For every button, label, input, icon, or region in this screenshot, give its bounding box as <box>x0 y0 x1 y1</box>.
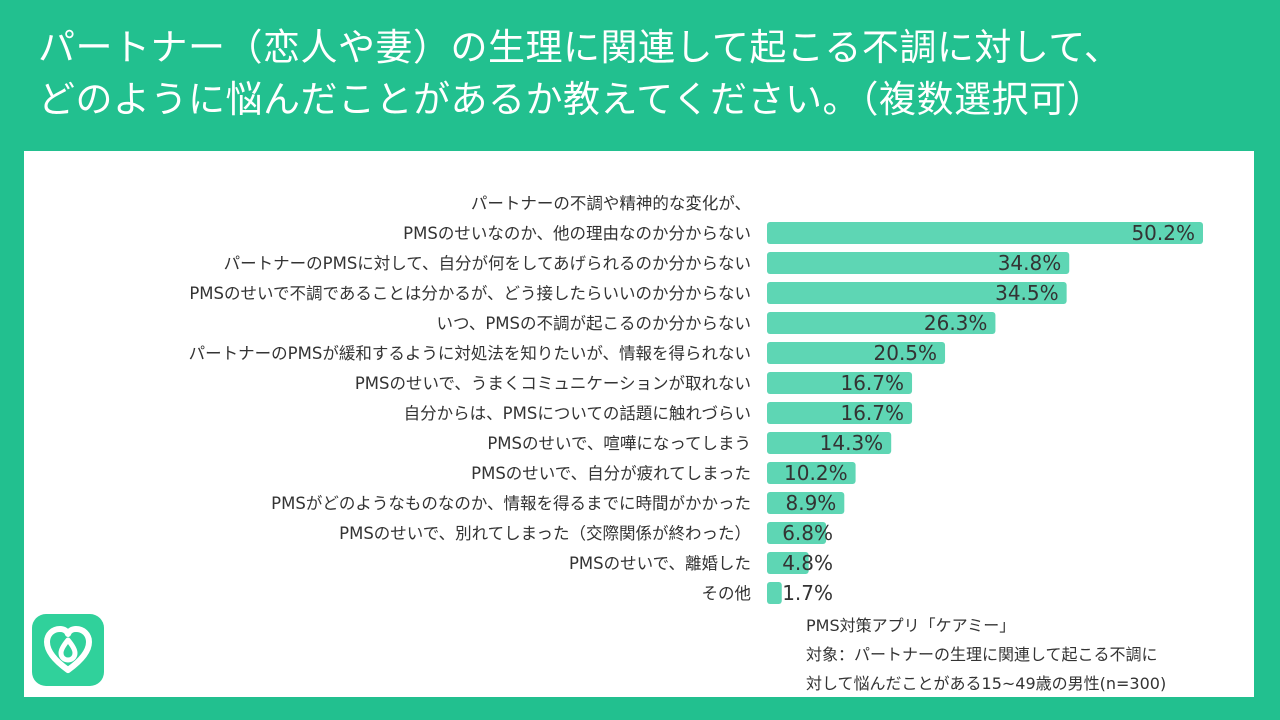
source-note: PMS対策アプリ「ケアミー」 <box>806 616 1016 635</box>
value-label-2: 34.5% <box>995 281 1059 305</box>
bar-2 <box>767 282 1067 304</box>
value-label-4: 20.5% <box>874 341 938 365</box>
value-label-8: 10.2% <box>784 461 848 485</box>
target-note-line-2: 対して悩んだことがある15~49歳の男性(n=300) <box>806 674 1167 693</box>
bar-1 <box>767 252 1070 274</box>
bar-5 <box>767 372 913 394</box>
value-label-5: 16.7% <box>840 371 904 395</box>
category-label-12-0: その他 <box>702 584 752 603</box>
category-label-9-0: PMSがどのようなものなのか、情報を得るまでに時間がかかった <box>271 494 751 513</box>
value-label-7: 14.3% <box>820 431 884 455</box>
category-label-1-0: パートナーのPMSに対して、自分が何をしてあげられるのか分からない <box>224 254 751 273</box>
category-label-2-0: PMSのせいで不調であることは分かるが、どう接したらいいのか分からない <box>189 284 751 303</box>
value-label-3: 26.3% <box>924 311 988 335</box>
target-note-line-1: 対象：パートナーの生理に関連して起こる不調に <box>806 645 1158 664</box>
value-label-0: 50.2% <box>1131 221 1195 245</box>
value-label-6: 16.7% <box>840 401 904 425</box>
category-label-0-0: パートナーの不調や精神的な変化が、 <box>471 194 751 213</box>
chart-card: 50.2% パートナーの不調や精神的な変化が、 PMSのせいなのか、他の理由なのか分… <box>24 151 1254 697</box>
category-label-8-0: PMSのせいで、自分が疲れてしまった <box>471 464 751 483</box>
category-label-3-0: いつ、PMSの不調が起こるのか分からない <box>437 314 752 333</box>
bar-4 <box>767 342 946 364</box>
category-label-10-0: PMSのせいで、別れてしまった（交際関係が終わった） <box>339 524 751 543</box>
value-label-12: 1.7% <box>782 581 833 605</box>
bar-10 <box>767 522 827 544</box>
chart-footer: PMS対策アプリ「ケアミー」 対象：パートナーの生理に関連して起こる不調に 対し… <box>806 611 1166 698</box>
heart-drop-logo-icon <box>32 614 104 686</box>
category-label-6-0: 自分からは、PMSについての話題に触れづらい <box>404 404 751 423</box>
title-line-1: パートナー（恋人や妻）の生理に関連して起こる不調に対して、 <box>38 26 1122 69</box>
title-line-2: どのように悩んだことがあるか教えてください。（複数選択可） <box>38 78 1105 121</box>
value-label-9: 8.9% <box>785 491 836 515</box>
bar-3 <box>767 312 996 334</box>
value-label-10: 6.8% <box>782 521 833 545</box>
bar-chart: 50.2% パートナーの不調や精神的な変化が、 PMSのせいなのか、他の理由なのか分… <box>189 194 1203 605</box>
value-label-1: 34.8% <box>998 251 1062 275</box>
category-label-4-0: パートナーのPMSが緩和するように対処法を知りたいが、情報を得られない <box>189 344 751 363</box>
bar-0 <box>767 222 1203 244</box>
bar-6 <box>767 402 913 424</box>
category-label-11-0: PMSのせいで、離婚した <box>569 554 751 573</box>
bar-9 <box>767 492 845 514</box>
bar-7 <box>767 432 892 454</box>
category-label-7-0: PMSのせいで、喧嘩になってしまう <box>487 434 751 453</box>
category-label-5-0: PMSのせいで、うまくコミュニケーションが取れない <box>355 374 751 393</box>
bar-12 <box>767 582 782 604</box>
bar-8 <box>767 462 856 484</box>
category-label-0-1: PMSのせいなのか、他の理由なのか分からない <box>403 224 751 243</box>
bar-11 <box>767 552 809 574</box>
value-label-11: 4.8% <box>782 551 833 575</box>
chart-title: パートナー（恋人や妻）の生理に関連して起こる不調に対して、 どのように悩んだこと… <box>38 22 1248 126</box>
